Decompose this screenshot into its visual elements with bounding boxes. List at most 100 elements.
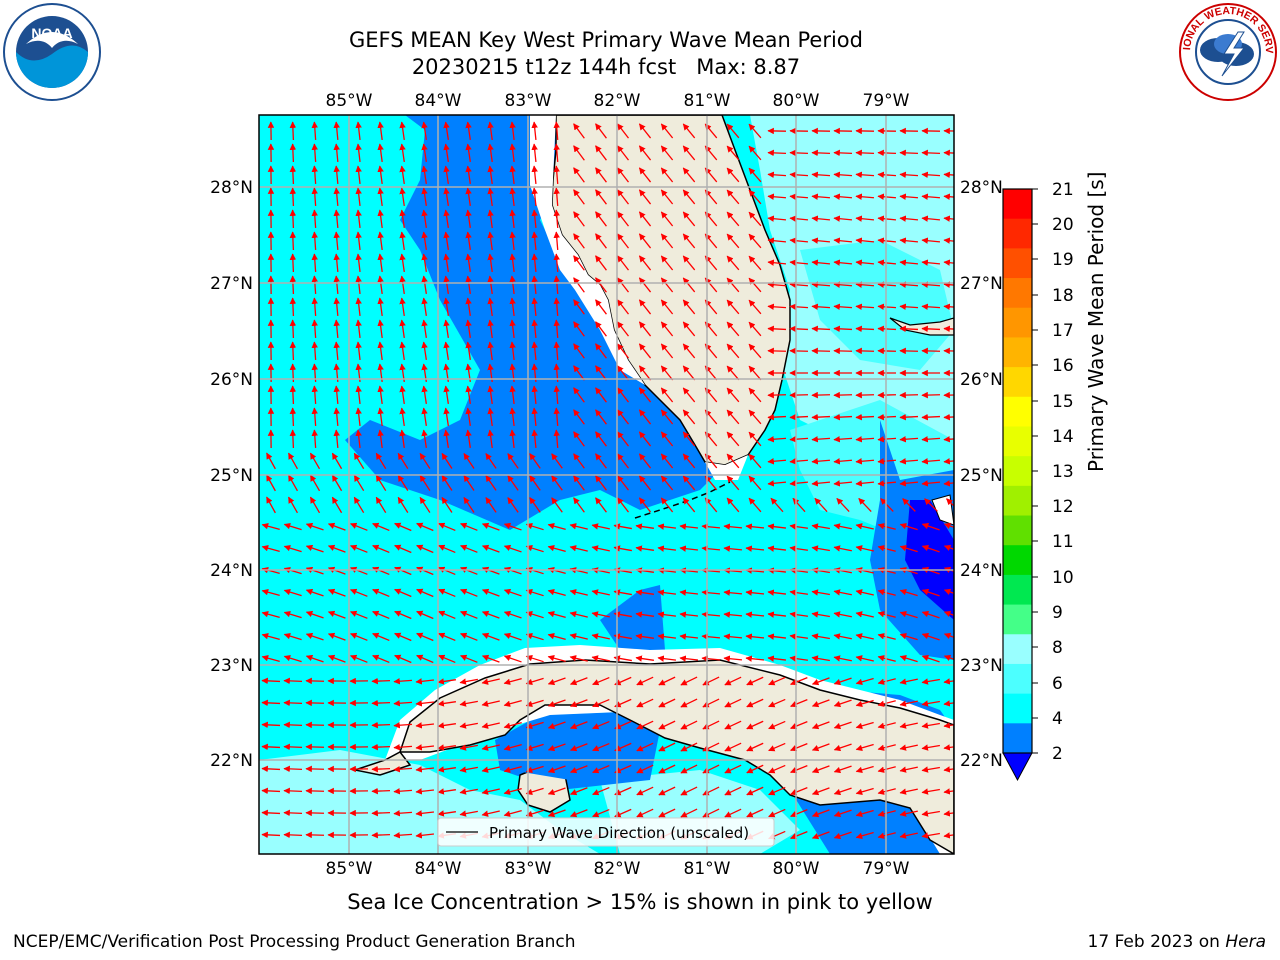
wave-arrow [638, 277, 652, 293]
wave-arrow [899, 632, 918, 641]
wave-arrow [899, 259, 919, 266]
wave-arrow [748, 123, 762, 139]
wave-arrow [547, 809, 566, 818]
wave-arrow [399, 209, 406, 229]
wave-arrow [595, 409, 607, 425]
wave-arrow [921, 544, 940, 553]
wave-arrow [921, 678, 940, 685]
lon-tick-label-top: 83°W [505, 91, 552, 111]
wave-arrow [789, 523, 809, 530]
wave-arrow [288, 496, 298, 514]
wave-arrow [877, 700, 896, 707]
wave-arrow [943, 610, 954, 617]
wave-arrow [399, 319, 406, 339]
wave-arrow [921, 832, 940, 839]
ocean-mid-east [800, 240, 954, 370]
wave-arrow [833, 193, 853, 200]
wave-arrow [745, 545, 765, 552]
wave-arrow [855, 677, 874, 686]
wave-arrow [902, 498, 916, 512]
colorbar-tick-label: 10 [1052, 568, 1074, 588]
wave-arrow [289, 341, 297, 361]
wave-arrow [305, 721, 325, 729]
wave-arrow [289, 121, 297, 141]
wave-arrow [399, 297, 406, 317]
wave-arrow [748, 321, 762, 337]
wave-arrow [553, 385, 560, 405]
wave-arrow [372, 654, 390, 664]
wave-arrow [616, 189, 630, 205]
wave-arrow [261, 677, 281, 685]
wave-arrow [372, 588, 390, 598]
wave-arrow [636, 742, 654, 752]
wave-arrow [509, 253, 516, 273]
wave-arrow [858, 498, 872, 512]
wave-arrow [459, 810, 478, 817]
wave-arrow [921, 480, 941, 487]
wave-arrow [811, 765, 830, 774]
wave-arrow [531, 341, 538, 361]
wave-arrow [465, 165, 472, 184]
wave-arrow [573, 189, 585, 205]
wave-arrow [877, 766, 896, 773]
wave-arrow [525, 743, 544, 752]
wave-arrow [616, 475, 630, 491]
wave-arrow [833, 259, 853, 266]
wave-arrow [573, 321, 585, 337]
wave-arrow [331, 496, 343, 514]
wave-arrow [943, 458, 954, 465]
wave-arrow [377, 143, 384, 163]
wave-arrow [833, 677, 852, 686]
wave-arrow [724, 808, 742, 818]
wave-arrow [437, 744, 456, 751]
wave-arrow [943, 237, 954, 244]
wave-arrow [877, 589, 896, 596]
wave-arrow [503, 678, 522, 685]
wave-arrow [421, 429, 428, 448]
wave-arrow [421, 275, 428, 294]
wave-arrow [899, 788, 918, 795]
wave-arrow [680, 742, 698, 752]
wave-arrow [553, 429, 560, 449]
wave-arrow [463, 452, 475, 469]
wave-arrow [327, 544, 346, 553]
wave-arrow [855, 589, 874, 596]
wave-arrow [394, 654, 412, 664]
wave-arrow [261, 523, 280, 531]
wave-arrow [638, 255, 652, 271]
wave-arrow [333, 165, 340, 185]
wave-arrow [723, 611, 743, 618]
wave-arrow [789, 149, 809, 157]
wave-arrow [416, 566, 434, 576]
wave-arrow [899, 458, 919, 465]
wave-arrow [421, 341, 428, 360]
wave-arrow [833, 413, 853, 421]
colorbar-band [1003, 515, 1032, 546]
wave-arrow [811, 523, 830, 530]
wave-arrow [811, 413, 831, 421]
wave-arrow [261, 611, 280, 619]
map-legend: Primary Wave Direction (unscaled) [437, 817, 775, 847]
wave-arrow [726, 453, 740, 469]
wave-arrow [833, 171, 853, 179]
wave-arrow [415, 744, 435, 751]
wave-arrow [465, 121, 472, 140]
wave-arrow [437, 766, 456, 773]
wave-arrow [372, 522, 390, 532]
wave-arrow [487, 253, 494, 273]
wave-arrow [481, 700, 500, 707]
wave-arrow [399, 143, 406, 163]
wave-arrow [266, 474, 276, 492]
wave-arrow [789, 303, 809, 311]
wave-arrow [399, 121, 406, 141]
wave-arrow [465, 429, 472, 448]
wave-arrow [507, 453, 519, 469]
wave-arrow [503, 632, 522, 641]
wave-arrow [465, 297, 472, 316]
wave-arrow [592, 786, 610, 796]
wave-arrow [748, 211, 762, 227]
wave-arrow [481, 744, 500, 751]
wave-arrow [441, 474, 453, 491]
wave-arrow [833, 633, 852, 640]
wave-arrow [943, 678, 954, 685]
